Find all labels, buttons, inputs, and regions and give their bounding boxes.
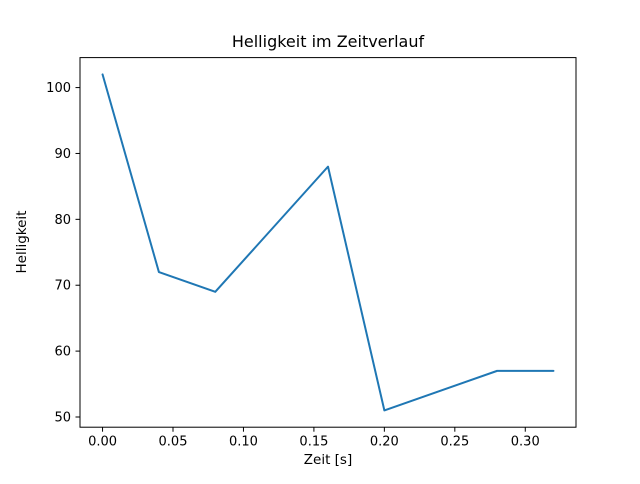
y-tick-label: 80 bbox=[54, 213, 71, 228]
x-tick-label: 0.25 bbox=[440, 435, 469, 450]
y-axis-label: Helligkeit bbox=[14, 211, 30, 274]
x-tick-label: 0.05 bbox=[159, 435, 188, 450]
x-tick-label: 0.10 bbox=[229, 435, 258, 450]
axes-spines bbox=[79, 57, 577, 428]
data-line-series bbox=[101, 73, 555, 412]
x-tick-label: 0.30 bbox=[511, 435, 540, 450]
chart-title: Helligkeit im Zeitverlauf bbox=[232, 32, 425, 51]
x-tick-label: 0.00 bbox=[88, 435, 117, 450]
y-tick-label: 100 bbox=[46, 81, 71, 96]
y-tick-label: 60 bbox=[54, 345, 71, 360]
y-tick-label: 50 bbox=[54, 410, 71, 425]
x-tick-label: 0.20 bbox=[370, 435, 399, 450]
x-tick-label: 0.15 bbox=[299, 435, 328, 450]
y-tick-label: 90 bbox=[54, 147, 71, 162]
x-axis-label: Zeit [s] bbox=[304, 452, 352, 468]
y-tick-label: 70 bbox=[54, 279, 71, 294]
